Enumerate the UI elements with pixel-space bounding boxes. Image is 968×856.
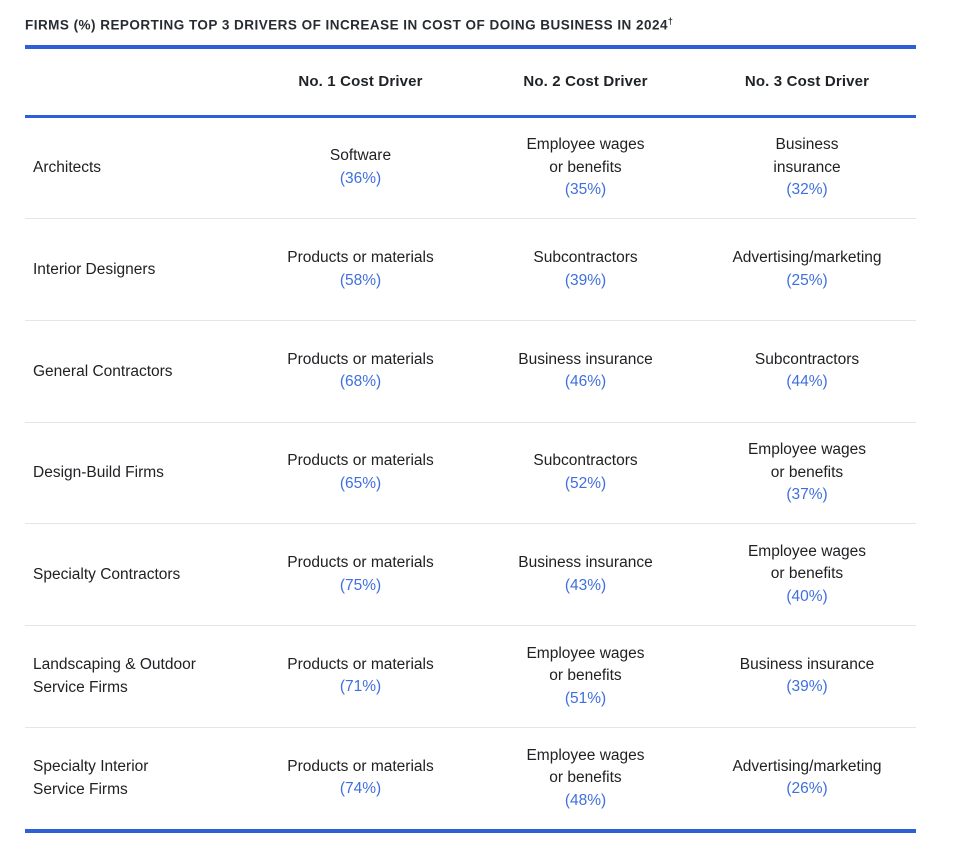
driver-name: Employee wages or benefits — [526, 746, 645, 787]
driver-name: Employee wages or benefits — [747, 441, 867, 481]
driver-cell: Business insurance (39%) — [698, 654, 916, 699]
driver-percent: (40%) — [786, 587, 828, 605]
driver-name: Business insurance — [518, 350, 653, 368]
driver-percent: (68%) — [339, 373, 382, 391]
driver-cell: Employee wages or benefits (48%) — [473, 745, 698, 813]
firm-name: Interior Designers — [33, 261, 156, 279]
driver-cell: Products or materials (58%) — [248, 247, 473, 292]
driver-name: Advertising/marketing — [732, 249, 882, 267]
column-header-no2: No. 2 Cost Driver — [523, 73, 648, 90]
driver-percent: (46%) — [564, 373, 607, 391]
driver-name: Employee wages or benefits — [747, 542, 867, 583]
driver-percent: (71%) — [339, 678, 382, 696]
title-divider — [25, 44, 916, 49]
firm-name: Landscaping & Outdoor Service Firms — [33, 656, 196, 697]
firm-name: Specialty Interior Service Firms — [33, 758, 149, 799]
driver-cell: Advertising/marketing (25%) — [698, 247, 916, 292]
firm-name: Design-Build Firms — [33, 464, 164, 482]
driver-cell: Products or materials (71%) — [248, 654, 473, 699]
driver-percent: (44%) — [786, 373, 828, 391]
table-row: Landscaping & Outdoor Service Firms Prod… — [25, 626, 916, 728]
header-divider — [25, 114, 916, 118]
driver-name: Business insurance — [773, 136, 841, 176]
firm-name: Architects — [33, 159, 102, 177]
driver-name: Software — [329, 147, 392, 165]
driver-percent: (74%) — [339, 780, 382, 798]
driver-percent: (65%) — [339, 474, 382, 492]
table-body: Architects Software (36%) Employee wages… — [25, 118, 916, 830]
driver-percent: (36%) — [339, 169, 382, 187]
firm-name: General Contractors — [33, 362, 173, 380]
driver-cell: Products or materials (65%) — [248, 450, 473, 495]
page-title-text: FIRMS (%) REPORTING TOP 3 DRIVERS OF INC… — [25, 17, 668, 33]
table-row: Specialty Interior Service Firms Product… — [25, 728, 916, 830]
driver-percent: (25%) — [786, 271, 828, 289]
driver-cell: Subcontractors (39%) — [473, 247, 698, 292]
driver-cell: Business insurance (46%) — [473, 349, 698, 394]
driver-cell: Products or materials (68%) — [248, 349, 473, 394]
driver-cell: Advertising/marketing (26%) — [698, 756, 916, 801]
driver-name: Products or materials — [287, 350, 434, 368]
driver-cell: Employee wages or benefits (35%) — [473, 134, 698, 202]
driver-cell: Employee wages or benefits (51%) — [473, 643, 698, 711]
column-header-no3: No. 3 Cost Driver — [744, 73, 870, 90]
table-row: Design-Build Firms Products or materials… — [25, 423, 916, 525]
driver-name: Products or materials — [287, 249, 434, 267]
driver-percent: (48%) — [564, 791, 607, 809]
page-title: FIRMS (%) REPORTING TOP 3 DRIVERS OF INC… — [25, 12, 916, 35]
bottom-divider — [25, 829, 916, 834]
driver-cell: Products or materials (75%) — [248, 552, 473, 597]
table-row: General Contractors Products or material… — [25, 321, 916, 423]
driver-name: Business insurance — [739, 655, 875, 673]
driver-percent: (26%) — [786, 780, 828, 798]
driver-name: Products or materials — [287, 452, 434, 470]
driver-cell: Software (36%) — [248, 145, 473, 190]
driver-name: Employee wages or benefits — [526, 136, 645, 176]
driver-percent: (35%) — [564, 181, 607, 199]
driver-percent: (37%) — [786, 486, 828, 504]
firm-name: Specialty Contractors — [33, 566, 181, 584]
driver-cell: Products or materials (74%) — [248, 756, 473, 801]
driver-percent: (39%) — [786, 678, 828, 696]
header-row: No. 1 Cost Driver No. 2 Cost Driver No. … — [25, 49, 916, 115]
driver-percent: (75%) — [339, 576, 382, 594]
driver-cell: Employee wages or benefits (40%) — [698, 541, 916, 609]
driver-name: Employee wages or benefits — [526, 644, 645, 685]
driver-name: Products or materials — [287, 554, 434, 572]
driver-percent: (52%) — [564, 474, 607, 492]
driver-percent: (39%) — [564, 271, 607, 289]
title-dagger: † — [667, 16, 674, 26]
cost-drivers-table: FIRMS (%) REPORTING TOP 3 DRIVERS OF INC… — [25, 0, 916, 834]
table-row: Specialty Contractors Products or materi… — [25, 524, 916, 626]
driver-name: Subcontractors — [533, 249, 638, 267]
driver-name: Subcontractors — [754, 350, 860, 368]
driver-cell: Employee wages or benefits (37%) — [698, 439, 916, 507]
driver-name: Business insurance — [518, 554, 653, 572]
driver-cell: Business insurance (43%) — [473, 552, 698, 597]
driver-name: Advertising/marketing — [732, 757, 882, 775]
driver-cell: Subcontractors (44%) — [698, 349, 916, 394]
driver-cell: Business insurance (32%) — [698, 134, 916, 202]
driver-name: Products or materials — [287, 757, 434, 775]
driver-percent: (58%) — [339, 271, 382, 289]
driver-percent: (43%) — [564, 576, 607, 594]
driver-percent: (32%) — [786, 181, 828, 199]
driver-name: Products or materials — [287, 655, 434, 673]
table-row: Interior Designers Products or materials… — [25, 219, 916, 321]
column-header-no1: No. 1 Cost Driver — [298, 73, 423, 90]
driver-percent: (51%) — [564, 689, 607, 707]
table-row: Architects Software (36%) Employee wages… — [25, 118, 916, 220]
driver-name: Subcontractors — [533, 452, 638, 470]
driver-cell: Subcontractors (52%) — [473, 450, 698, 495]
